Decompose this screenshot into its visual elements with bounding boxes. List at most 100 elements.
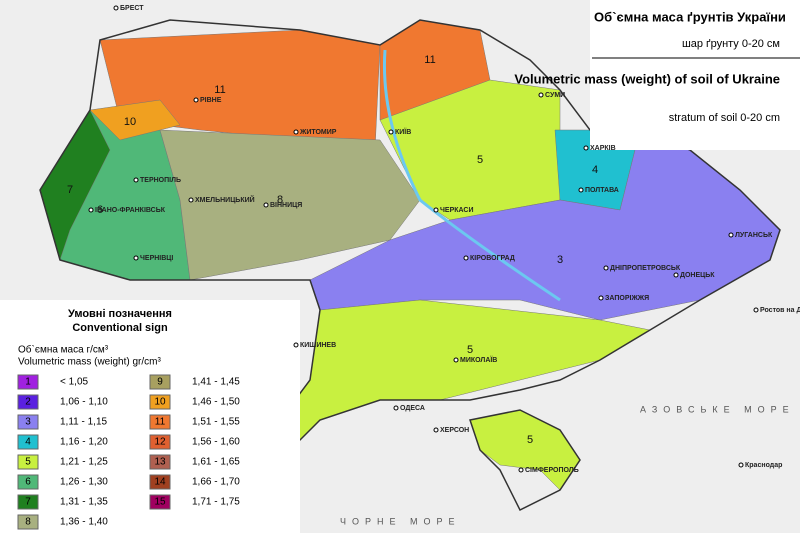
subtitle-en: stratum of soil 0-20 cm — [669, 112, 780, 124]
border — [39, 19, 781, 442]
city-dot — [673, 272, 679, 278]
legend-range: 1,46 - 1,50 — [192, 397, 240, 408]
city-dot — [293, 129, 299, 135]
legend-range: 1,16 - 1,20 — [60, 437, 108, 448]
city-dot — [393, 405, 399, 411]
legend-swatch — [17, 394, 39, 410]
zone-label: 11 — [424, 54, 435, 66]
labels: 11 11 6 8 5 4 3 5 5 7 10 КИЇВ ЖИТОМИР РІВНЕ ТЕРНОПІЛЬ Х… — [67, 5, 800, 527]
title-box — [590, 0, 800, 150]
city-dot — [603, 265, 609, 271]
city-dot — [133, 255, 139, 261]
city-label: ДНІПРОПЕТРОВСЬК — [610, 265, 681, 272]
city-dot — [88, 207, 94, 213]
legend-range: 1,51 - 1,55 — [192, 417, 240, 428]
zone-label: 7 — [67, 184, 73, 196]
city-dot — [453, 357, 459, 363]
zone-label: 5 — [477, 154, 483, 166]
city-label: КИЇВ — [395, 128, 411, 136]
legend-range: 1,41 - 1,45 — [192, 377, 240, 388]
legend-class: 13 — [154, 457, 166, 468]
city-label: ОДЕСА — [400, 405, 425, 412]
city-label: КІРОВОГРАД — [470, 255, 515, 262]
legend-swatch — [149, 474, 171, 490]
legend-class: 8 — [25, 517, 31, 528]
city-label: ДОНЕЦЬК — [680, 272, 715, 279]
city-dot — [433, 427, 439, 433]
legend-class: 5 — [25, 457, 31, 468]
city-dot — [113, 5, 119, 11]
city-dot — [583, 145, 589, 151]
sea-label: АЗОВСЬКЕ МОРЕ — [640, 404, 795, 414]
legend-range: 1,71 - 1,75 — [192, 497, 240, 508]
city-label: ВІННИЦЯ — [270, 202, 302, 209]
title-en: Volumetric mass (weight) of soil of Ukra… — [514, 71, 780, 86]
city-label: ЧЕРКАСИ — [440, 207, 474, 214]
city-label: СУМИ — [545, 92, 565, 99]
legend-range: < 1,05 — [60, 377, 89, 388]
river — [382, 49, 561, 302]
legend-swatch — [17, 414, 39, 430]
zone-label: 11 — [214, 84, 225, 96]
legend-class: 14 — [154, 477, 166, 488]
city-label: ЗАПОРІЖЖЯ — [605, 295, 649, 302]
city-label: ЖИТОМИР — [299, 129, 337, 136]
subtitle-ua: шар ґрунту 0-20 см — [682, 38, 780, 50]
legend-unit-en: Volumetric mass (weight) gr/cm³ — [18, 357, 161, 368]
legend-range: 1,26 - 1,30 — [60, 477, 108, 488]
legend-swatch — [149, 454, 171, 470]
legend-range: 1,56 - 1,60 — [192, 437, 240, 448]
city-dot — [753, 307, 759, 313]
zone-label: 3 — [557, 254, 563, 266]
city-dot — [263, 202, 269, 208]
city-dot — [598, 295, 604, 301]
legend-swatch — [149, 394, 171, 410]
city-dot — [728, 232, 734, 238]
zone-label: 5 — [527, 434, 533, 446]
legend-class: 2 — [25, 397, 31, 408]
sea-label: ЧОРНЕ МОРЕ — [340, 516, 461, 526]
legend-class: 7 — [25, 497, 31, 508]
title-ua: Об`ємна маса ґрунтів України — [594, 9, 786, 24]
city-label: ЛУГАНСЬК — [735, 232, 773, 239]
legend-title-ua: Умовні позначення — [68, 308, 172, 320]
zone-label: 4 — [592, 164, 598, 176]
legend-class: 11 — [155, 417, 166, 428]
soil-zone — [159, 129, 421, 281]
legend-range: 1,36 - 1,40 — [60, 517, 108, 528]
legend-unit-ua: Об`ємна маса г/см³ — [18, 344, 109, 356]
legend-range: 1,31 - 1,35 — [60, 497, 108, 508]
legend-class: 4 — [25, 437, 31, 448]
city-label: МИКОЛАЇВ — [460, 356, 497, 364]
legend-class: 3 — [25, 417, 31, 428]
city-label: ТЕРНОПІЛЬ — [140, 177, 181, 184]
soil-zone — [89, 99, 181, 141]
city-label: СІМФЕРОПОЛЬ — [525, 467, 579, 474]
zone-label: 10 — [124, 116, 136, 128]
legend-swatch — [17, 434, 39, 450]
city-dot — [463, 255, 469, 261]
city-label: ІВАНО-ФРАНКІВСЬК — [95, 207, 166, 214]
city-label: ХЕРСОН — [440, 427, 469, 434]
city-dot — [293, 342, 299, 348]
legend-class: 1 — [25, 377, 31, 388]
legend-swatch — [149, 494, 171, 510]
legend-class: 9 — [157, 377, 163, 388]
city-label: РІВНЕ — [200, 97, 222, 104]
zone-label: 5 — [467, 344, 473, 356]
zone-label: 8 — [277, 194, 283, 206]
legend-range: 1,11 - 1,15 — [60, 417, 108, 428]
zone-label: 6 — [97, 204, 103, 216]
city-dot — [538, 92, 544, 98]
legend-swatch — [149, 434, 171, 450]
legend-swatch — [17, 494, 39, 510]
city-label: Краснодар — [745, 462, 782, 469]
city-label: ХАРКІВ — [590, 145, 616, 152]
city-dot — [193, 97, 199, 103]
legend-range: 1,61 - 1,65 — [192, 457, 240, 468]
legend-swatch — [17, 474, 39, 490]
legend: 1 < 1,05 2 1,06 - 1,10 3 1,11 - 1,15 4 1,16 - 1… — [17, 374, 240, 530]
legend-swatch — [149, 374, 171, 390]
city-dot — [188, 197, 194, 203]
